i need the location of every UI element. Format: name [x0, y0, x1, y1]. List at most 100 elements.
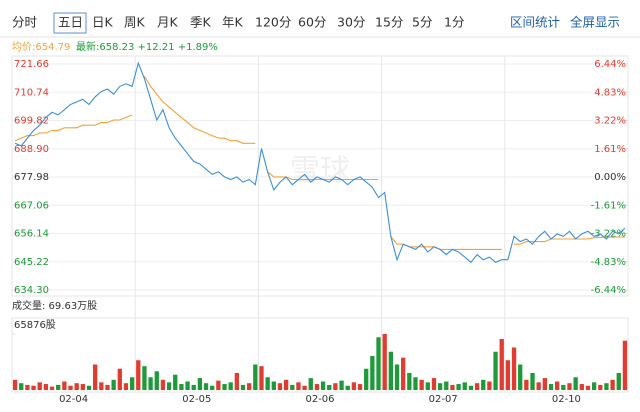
volume-bar	[240, 384, 246, 390]
volume-bar	[105, 384, 110, 390]
tab[interactable]: 分时	[12, 15, 38, 30]
y-tick-label: 699.82	[14, 116, 49, 127]
volume-bar	[431, 378, 437, 390]
y2-tick-label: 1.61%	[594, 144, 626, 155]
volume-bar	[610, 379, 615, 390]
volume-bar	[185, 381, 190, 390]
volume-bar	[56, 384, 61, 390]
volume-bar	[123, 383, 129, 390]
volume-bar	[511, 347, 517, 390]
volume-bar	[154, 371, 159, 390]
volume-bar	[234, 372, 239, 390]
volume-bar	[142, 366, 147, 390]
volume-bar	[518, 364, 523, 390]
tab[interactable]: 15分	[375, 15, 403, 30]
volume-bar	[290, 384, 295, 390]
volume-bar	[99, 382, 104, 390]
action[interactable]: 全屏显示	[570, 15, 620, 30]
volume-bar	[419, 379, 424, 390]
volume-bar	[277, 383, 283, 390]
volume-bar	[542, 378, 547, 390]
volume-bar	[191, 384, 196, 390]
volume-bar	[616, 372, 621, 390]
price-panel	[11, 55, 629, 297]
tab[interactable]: 年K	[222, 15, 244, 30]
x-tick-label: 02-10	[552, 394, 581, 405]
y2-tick-label: 6.44%	[594, 59, 626, 70]
volume-bar	[222, 384, 227, 390]
volume-bar	[117, 368, 122, 390]
volume-bar	[425, 382, 430, 390]
action[interactable]: 区间统计	[510, 15, 560, 30]
tab[interactable]: 1分	[444, 15, 464, 30]
volume-bar	[437, 383, 443, 390]
y2-tick-label: -4.83%	[591, 257, 626, 268]
volume-bar	[216, 380, 221, 390]
y-tick-label: 645.22	[14, 257, 49, 268]
y-tick-label: 688.90	[14, 144, 49, 155]
volume-tick-label: 65876股	[14, 319, 56, 331]
tab[interactable]: 季K	[190, 15, 212, 30]
tab[interactable]: 5分	[412, 15, 432, 30]
volume-bar	[530, 372, 535, 390]
volume-bar	[524, 379, 529, 390]
volume-bar	[228, 382, 233, 390]
volume-bar	[148, 377, 153, 390]
volume-bar	[345, 385, 350, 390]
volume-bar	[25, 384, 30, 390]
volume-bar	[111, 379, 116, 390]
volume-bar	[598, 384, 603, 390]
tab[interactable]: 30分	[337, 15, 365, 30]
volume-bar	[487, 381, 492, 390]
volume-bar	[37, 382, 42, 390]
volume-bar	[265, 377, 270, 390]
volume-bar	[62, 381, 67, 390]
tab[interactable]: 日K	[92, 15, 114, 30]
tab[interactable]: 周K	[124, 15, 146, 30]
volume-bar	[12, 379, 18, 390]
volume-bar	[19, 383, 24, 390]
volume-bar	[74, 383, 79, 390]
volume-bar	[129, 377, 135, 390]
y2-tick-label: -1.61%	[591, 200, 626, 211]
volume-bar	[160, 379, 166, 390]
y2-tick-label: 0.00%	[594, 172, 626, 183]
volume-bar	[339, 380, 344, 390]
volume-bar	[364, 368, 369, 390]
y-tick-label: 667.06	[14, 200, 49, 211]
watermark: 雪球	[290, 154, 350, 189]
volume-bar	[413, 377, 418, 390]
volume-bar	[456, 384, 461, 390]
y-tick-label: 710.74	[14, 87, 49, 98]
y2-tick-label: 4.83%	[594, 87, 626, 98]
volume-bar	[210, 385, 215, 390]
latest-label: 最新:658.23 +12.21 +1.89%	[76, 40, 218, 53]
tab[interactable]: 月K	[157, 15, 179, 30]
active-tab-box	[53, 12, 87, 34]
volume-bar	[271, 381, 276, 390]
volume-bar	[505, 360, 511, 390]
y2-tick-label: -3.22%	[591, 229, 626, 240]
tab[interactable]: 120分	[255, 15, 291, 30]
tab[interactable]: 60分	[298, 15, 326, 30]
volume-bar	[376, 337, 381, 390]
volume-bar	[604, 383, 609, 390]
y2-tick-label: 3.22%	[594, 116, 626, 127]
tab[interactable]: 五日	[58, 15, 83, 30]
volume-bar	[370, 355, 375, 390]
volume-bar	[43, 384, 49, 390]
avg-label: 均价:654.79	[12, 41, 70, 53]
volume-bar	[474, 383, 480, 390]
volume-bar	[49, 386, 55, 390]
volume-bar	[444, 381, 449, 390]
volume-bar	[68, 385, 73, 390]
volume-bar	[283, 379, 289, 390]
volume-bar	[481, 379, 486, 390]
volume-bar	[450, 384, 455, 390]
volume-bar	[314, 384, 320, 390]
volume-bar	[585, 385, 591, 390]
volume-bar	[80, 384, 85, 390]
volume-bar	[536, 382, 541, 390]
volume-bar	[333, 383, 338, 390]
volume-bar	[591, 382, 597, 390]
